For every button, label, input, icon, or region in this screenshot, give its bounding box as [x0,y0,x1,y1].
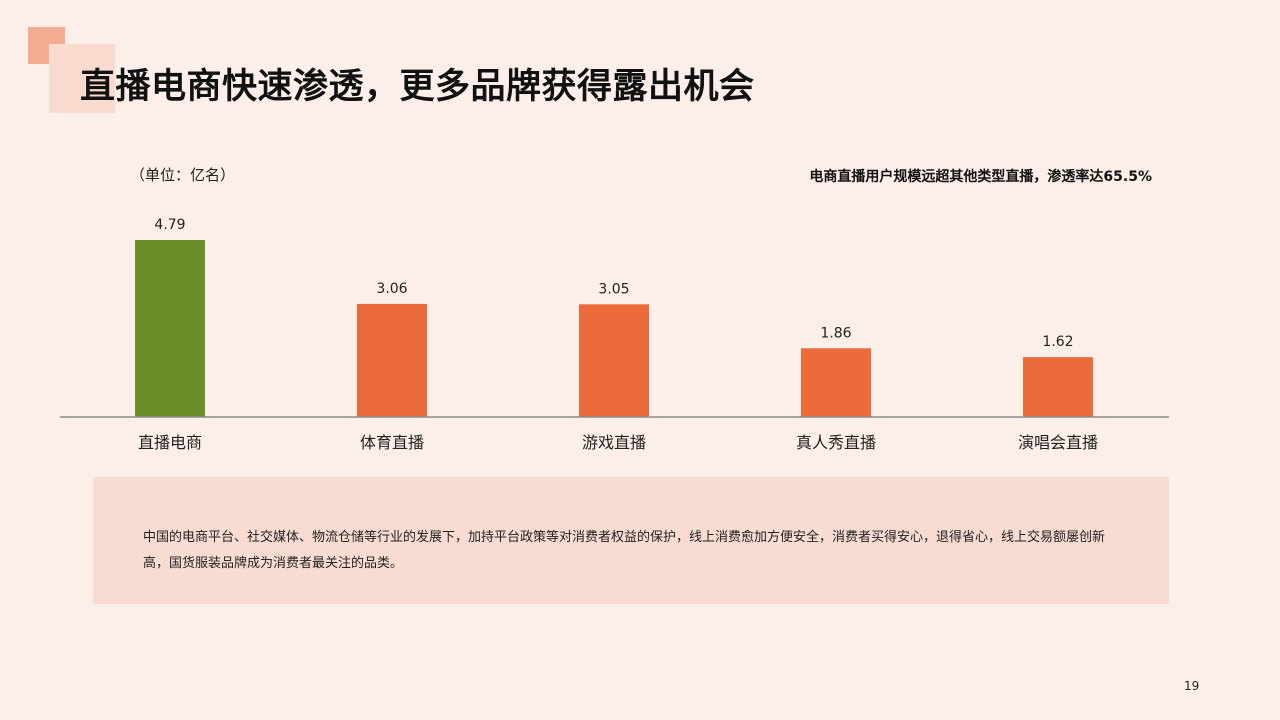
bar-4 [801,348,871,417]
page-title: 直播电商快速渗透，更多品牌获得露出机会 [80,67,755,107]
chart-note: 电商直播用户规模远超其他类型直播，渗透率达65.5% [809,169,1152,185]
page-number: 19 [1184,679,1200,693]
data-label-3: 3.05 [598,281,629,297]
data-label-5: 1.62 [1042,334,1073,350]
summary-text: 中国的电商平台、社交媒体、物流仓储等行业的发展下，加持平台政策等对消费者权益的保… [143,530,1106,571]
title-accent-square-light [49,44,115,113]
data-label-1: 4.79 [154,217,185,233]
category-label-4: 真人秀直播 [796,433,876,452]
bar-1 [135,240,205,417]
summary-box: 中国的电商平台、社交媒体、物流仓储等行业的发展下，加持平台政策等对消费者权益的保… [93,477,1169,604]
category-label-2: 体育直播 [360,433,424,452]
category-label-3: 游戏直播 [582,433,646,452]
bar-3 [579,304,649,417]
bar-chart: 4.79 直播电商 3.06 体育直播 3.05 游戏直播 1.86 真人秀直播 1.62 演唱会… [60,217,1169,452]
category-label-5: 演唱会直播 [1018,433,1098,452]
bar-5 [1023,357,1093,417]
data-label-4: 1.86 [820,325,851,341]
data-label-2: 3.06 [376,281,407,297]
category-label-1: 直播电商 [138,433,202,452]
bar-2 [357,303,427,417]
unit-label: （单位：亿名） [130,166,236,184]
